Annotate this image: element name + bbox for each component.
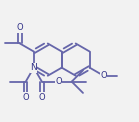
Text: O: O (22, 93, 29, 102)
Text: O: O (100, 71, 107, 80)
Text: O: O (17, 23, 23, 32)
Text: O: O (55, 77, 62, 86)
Text: N: N (30, 63, 37, 72)
Text: O: O (39, 93, 45, 102)
